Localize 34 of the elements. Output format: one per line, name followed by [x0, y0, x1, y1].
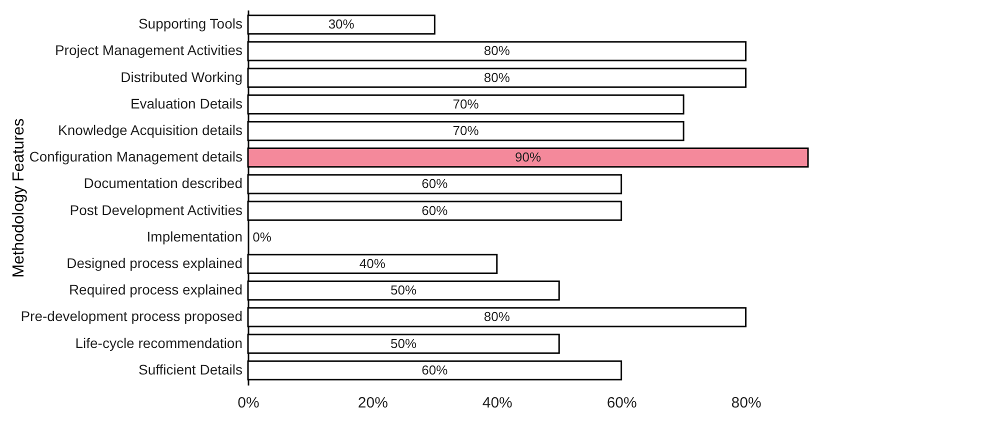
x-tick-label: 80% [731, 394, 762, 412]
x-tick-label: 40% [482, 394, 512, 412]
data-label: 90% [514, 150, 542, 165]
y-tick-label: Supporting Tools [138, 16, 242, 32]
y-tick-label: Life-cycle recommendation [75, 334, 242, 351]
data-label: 60% [422, 362, 448, 378]
data-label: 80% [484, 309, 510, 324]
y-tick-label: Distributed Working [120, 68, 242, 85]
x-tick-label: 60% [606, 394, 637, 412]
data-label: 60% [422, 176, 448, 192]
data-label: 60% [422, 202, 448, 218]
data-label: 70% [452, 96, 480, 112]
data-label: 70% [452, 123, 480, 138]
y-tick-label: Required process explained [68, 282, 242, 298]
data-label: 0% [252, 229, 272, 244]
y-tick-label: Evaluation Details [130, 95, 242, 112]
y-tick-label: Project Management Activities [54, 42, 242, 58]
data-label: 40% [359, 256, 386, 271]
data-label: 30% [328, 16, 355, 32]
y-tick-label: Implementation [146, 228, 242, 244]
data-label: 50% [390, 336, 417, 351]
data-label: 80% [484, 43, 510, 58]
x-tick-label: 20% [358, 394, 388, 412]
y-tick-label: Knowledge Acquisition details [58, 122, 242, 138]
y-tick-label: Configuration Management details [29, 148, 242, 165]
y-tick-label: Documentation described [84, 175, 242, 192]
y-tick-label: Sufficient Details [138, 361, 242, 378]
y-tick-label: Pre-development process proposed [20, 308, 242, 324]
y-tick-label: Post Development Activities [70, 202, 242, 218]
data-label: 80% [484, 70, 510, 85]
data-label: 50% [390, 282, 417, 298]
y-axis-title: Methodology Features [10, 118, 28, 278]
y-tick-label: Designed process explained [66, 254, 242, 271]
x-tick-label: 0% [238, 394, 260, 412]
